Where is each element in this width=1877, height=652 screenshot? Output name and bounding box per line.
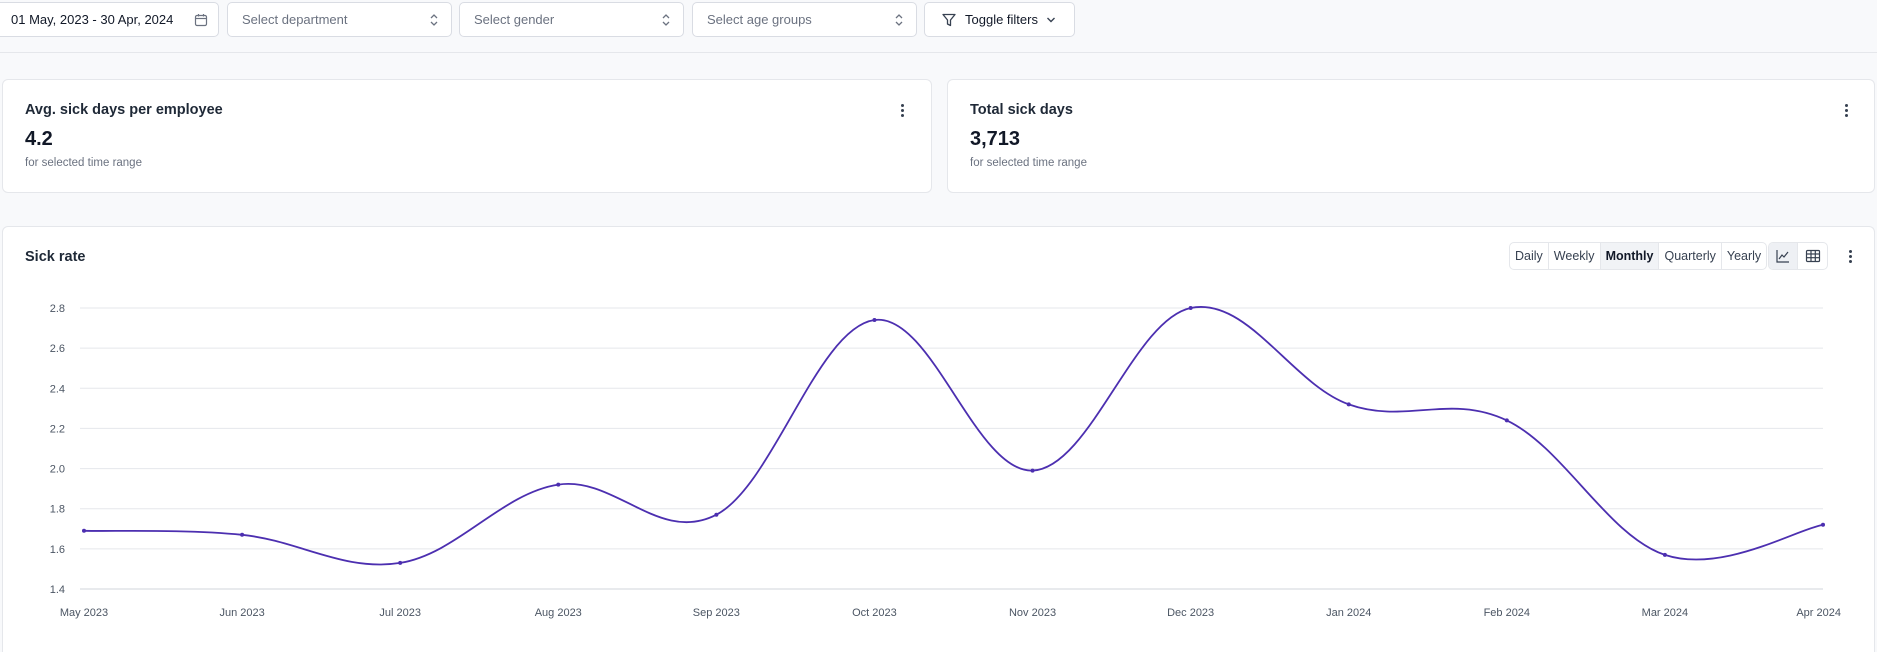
x-tick-label: Feb 2024 — [1484, 607, 1530, 619]
sick-rate-line-chart: 1.4 1.6 1.8 2.0 2.2 2.4 2.6 2.8 May 2023 Jun 2023… — [50, 303, 1841, 619]
more-options-icon[interactable] — [1843, 247, 1857, 265]
calendar-icon — [194, 14, 208, 27]
granularity-quarterly[interactable]: Quarterly — [1659, 243, 1722, 269]
x-tick-label: Aug 2023 — [535, 607, 582, 619]
filter-icon — [942, 13, 956, 26]
table-icon — [1805, 249, 1820, 263]
sick-rate-series-line — [83, 306, 1824, 566]
data-point — [872, 318, 877, 323]
kpi-title: Total sick days — [970, 102, 1073, 118]
kpi-card-total-sick-days: Total sick days 3,713 for selected time … — [947, 79, 1875, 193]
age-group-select[interactable]: Select age groups — [692, 2, 917, 37]
granularity-monthly[interactable]: Monthly — [1600, 243, 1660, 269]
kpi-subtitle: for selected time range — [970, 157, 1087, 169]
kpi-title: Avg. sick days per employee — [25, 102, 223, 118]
age-group-placeholder: Select age groups — [707, 12, 812, 27]
x-tick-label: Mar 2024 — [1642, 607, 1688, 619]
sick-rate-chart-card: Sick rate Daily Weekly Monthly Quarterly… — [2, 226, 1875, 652]
x-tick-label: Jan 2024 — [1326, 607, 1371, 619]
granularity-selector: Daily Weekly Monthly Quarterly Yearly — [1509, 242, 1768, 270]
y-tick-label: 1.8 — [50, 504, 65, 516]
chevron-down-icon — [1046, 17, 1055, 22]
data-point — [1030, 468, 1035, 473]
x-tick-label: May 2023 — [60, 607, 108, 619]
granularity-weekly[interactable]: Weekly — [1549, 243, 1601, 269]
more-options-icon[interactable] — [1839, 101, 1853, 119]
x-tick-label: Oct 2023 — [852, 607, 897, 619]
granularity-yearly[interactable]: Yearly — [1726, 249, 1762, 263]
toggle-filters-label: Toggle filters — [965, 12, 1038, 27]
data-point — [1188, 306, 1193, 310]
data-point — [240, 532, 245, 537]
y-tick-label: 2.6 — [50, 343, 65, 355]
data-point — [1821, 522, 1825, 527]
department-placeholder: Select department — [242, 12, 348, 27]
x-tick-label: Apr 2024 — [1796, 607, 1841, 619]
kpi-value: 3,713 — [970, 128, 1021, 150]
y-tick-label: 2.4 — [50, 383, 65, 395]
data-point — [82, 528, 86, 533]
x-tick-label: Jun 2023 — [219, 607, 264, 619]
y-tick-label: 2.2 — [50, 423, 65, 435]
kpi-value: 4.2 — [25, 128, 53, 150]
chevron-up-down-icon — [430, 14, 438, 26]
y-tick-label: 2.0 — [50, 464, 65, 476]
date-range-picker[interactable]: 01 May, 2023 - 30 Apr, 2024 — [0, 2, 219, 37]
x-tick-label: Nov 2023 — [1009, 607, 1056, 619]
kpi-subtitle: for selected time range — [25, 157, 142, 169]
gender-placeholder: Select gender — [474, 12, 555, 27]
data-point — [1662, 552, 1667, 557]
data-point — [556, 482, 561, 487]
filter-bar: 01 May, 2023 - 30 Apr, 2024 Select depar… — [0, 0, 1877, 53]
chart-title: Sick rate — [25, 249, 86, 265]
kpi-card-avg-sick-days: Avg. sick days per employee 4.2 for sele… — [2, 79, 932, 193]
y-tick-label: 1.6 — [50, 544, 65, 556]
granularity-daily[interactable]: Daily — [1510, 243, 1549, 269]
chevron-up-down-icon — [895, 14, 903, 26]
y-tick-label: 1.4 — [50, 584, 65, 596]
y-tick-label: 2.8 — [50, 303, 65, 315]
data-point — [398, 560, 403, 565]
data-point — [714, 512, 719, 517]
date-range-value: 01 May, 2023 - 30 Apr, 2024 — [11, 12, 174, 27]
x-tick-label: Jul 2023 — [379, 607, 421, 619]
data-point — [1504, 418, 1509, 423]
data-point — [1346, 402, 1351, 407]
table-view-button[interactable] — [1798, 243, 1827, 269]
department-select[interactable]: Select department — [227, 2, 452, 37]
line-chart-view-button[interactable] — [1769, 243, 1798, 269]
x-tick-label: Sep 2023 — [693, 607, 740, 619]
line-chart-icon — [1776, 250, 1789, 263]
gender-select[interactable]: Select gender — [459, 2, 684, 37]
more-options-icon[interactable] — [895, 101, 909, 119]
toggle-filters-button[interactable]: Toggle filters — [924, 2, 1075, 37]
chevron-up-down-icon — [662, 14, 670, 26]
x-tick-label: Dec 2023 — [1167, 607, 1214, 619]
chart-view-toggle — [1768, 242, 1828, 270]
